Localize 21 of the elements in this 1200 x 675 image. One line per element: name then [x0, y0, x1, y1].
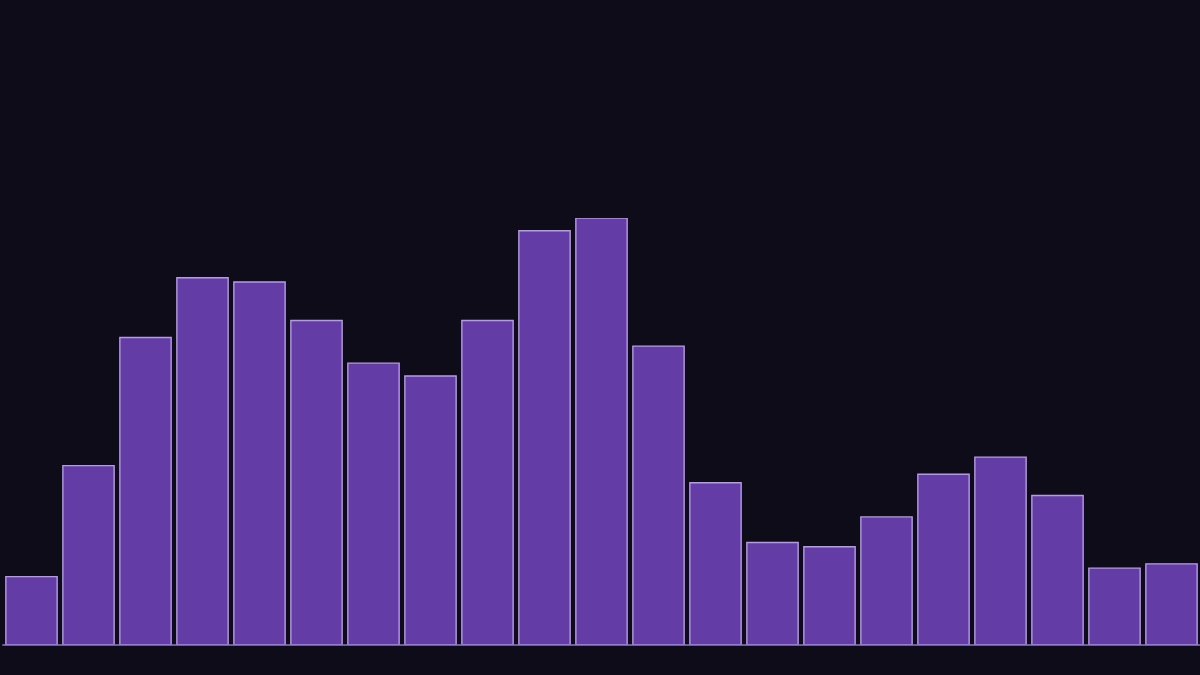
bar — [1145, 563, 1198, 645]
bar — [233, 281, 286, 645]
bar — [1088, 567, 1141, 645]
bar — [917, 473, 970, 645]
bar — [689, 482, 742, 645]
bar — [746, 541, 799, 645]
bar — [632, 345, 685, 645]
bar — [62, 464, 115, 645]
bar — [404, 375, 457, 645]
bar — [860, 516, 913, 645]
bar — [974, 456, 1027, 645]
bar — [119, 336, 172, 645]
bar — [176, 277, 229, 645]
bar — [290, 319, 343, 645]
bar — [803, 546, 856, 645]
bar — [518, 230, 571, 645]
bar — [1031, 494, 1084, 645]
bar — [461, 319, 514, 645]
bar — [347, 362, 400, 645]
bar — [5, 575, 58, 645]
bar — [575, 218, 628, 645]
